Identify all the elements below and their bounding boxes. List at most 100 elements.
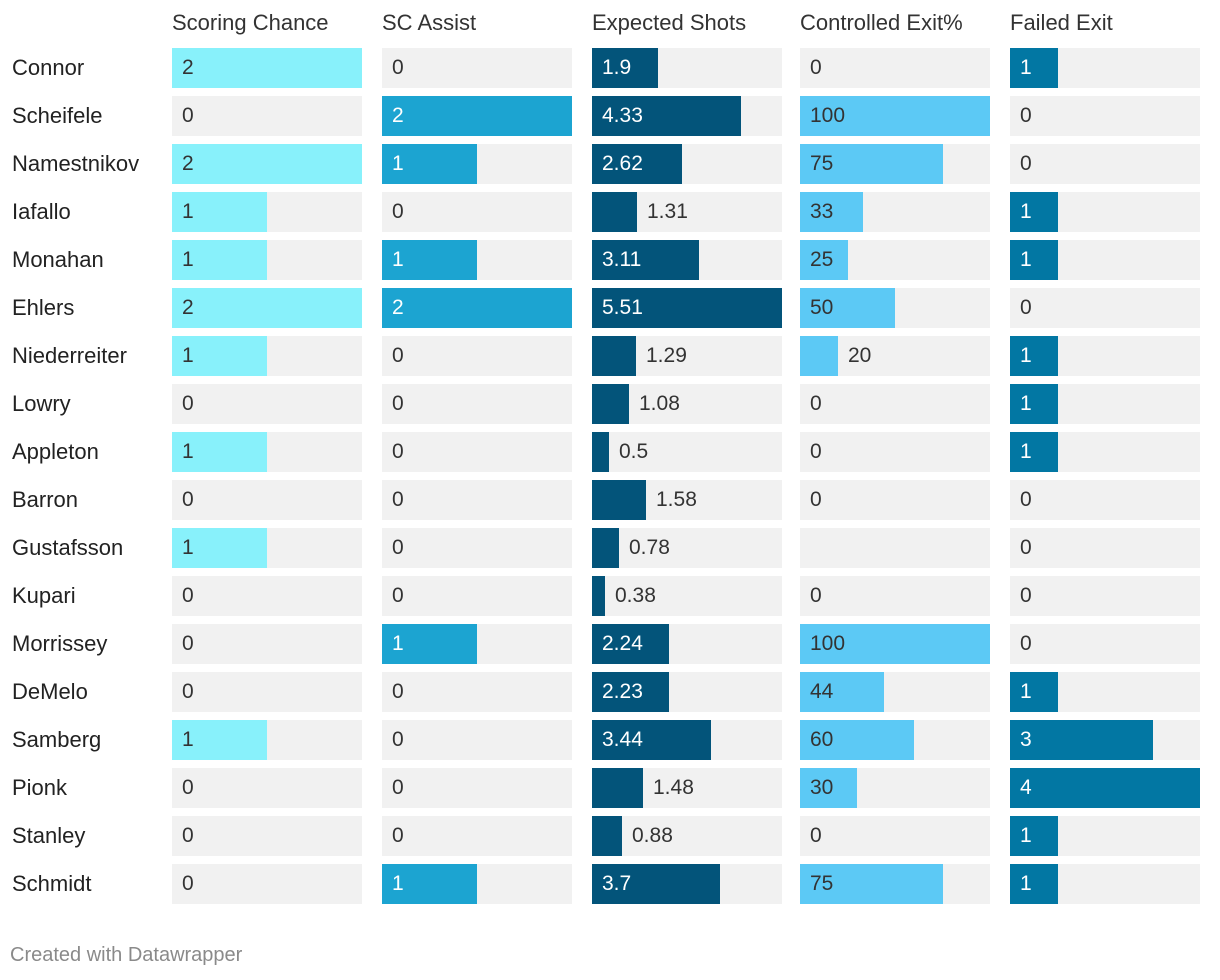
row-label: DeMelo [12, 679, 88, 704]
cell-sca: 2 [382, 288, 572, 328]
bar-table-chart: Scoring Chance SC Assist Expected Shots Con… [12, 10, 1200, 904]
cell-sca: 0 [382, 432, 572, 472]
cell-ce: 44 [800, 672, 990, 712]
cell-xs: 1.58 [592, 480, 782, 520]
cell-ce: 100 [800, 624, 990, 664]
cell-ce [800, 528, 990, 568]
column-header-sca: SC Assist [382, 10, 477, 35]
cell-fe: 3 [1010, 720, 1200, 760]
value-label-sca: 0 [392, 728, 404, 751]
cell-fe: 1 [1010, 816, 1200, 856]
bar-fe [1010, 336, 1058, 376]
value-label-fe: 0 [1020, 584, 1032, 607]
cell-ce: 75 [800, 144, 990, 184]
value-label-ce: 50 [810, 296, 834, 319]
cell-xs: 0.78 [592, 528, 782, 568]
value-label-sc: 1 [182, 344, 194, 367]
bar-sca [382, 624, 477, 664]
cell-xs: 1.29 [592, 336, 782, 376]
row-label: Iafallo [12, 199, 71, 224]
bar-ce [800, 336, 838, 376]
bar-xs [592, 432, 609, 472]
bar-xs [592, 192, 637, 232]
cell-fe: 0 [1010, 624, 1200, 664]
value-label-ce: 100 [810, 104, 846, 127]
row-label: Connor [12, 55, 85, 80]
cell-ce: 50 [800, 288, 990, 328]
cell-sca: 0 [382, 816, 572, 856]
value-label-sca: 2 [392, 296, 404, 319]
row-label: Scheifele [12, 103, 103, 128]
value-label-fe: 3 [1020, 728, 1032, 751]
bar-xs [592, 576, 605, 616]
cell-sc: 0 [172, 384, 362, 424]
value-label-fe: 0 [1020, 536, 1032, 559]
cell-sca: 0 [382, 768, 572, 808]
cell-sca: 0 [382, 192, 572, 232]
cell-sc: 1 [172, 336, 362, 376]
cell-sc: 0 [172, 480, 362, 520]
cell-xs: 0.5 [592, 432, 782, 472]
bar-fe [1010, 384, 1058, 424]
value-label-sca: 0 [392, 680, 404, 703]
value-label-ce: 44 [810, 680, 834, 703]
value-label-xs: 5.51 [602, 296, 643, 319]
bar-fe [1010, 240, 1058, 280]
value-label-ce: 75 [810, 872, 834, 895]
cell-sca: 0 [382, 336, 572, 376]
cell-ce: 0 [800, 816, 990, 856]
value-label-sca: 0 [392, 824, 404, 847]
value-label-sc: 0 [182, 392, 194, 415]
cell-xs: 1.08 [592, 384, 782, 424]
cell-fe: 0 [1010, 576, 1200, 616]
value-label-sc: 0 [182, 488, 194, 511]
cell-xs: 1.31 [592, 192, 782, 232]
value-label-ce: 25 [810, 248, 834, 271]
bar-xs [592, 240, 699, 280]
value-label-ce: 100 [810, 632, 846, 655]
cell-fe: 0 [1010, 480, 1200, 520]
row-label: Monahan [12, 247, 104, 272]
row-label: Morrissey [12, 631, 108, 656]
bar-ce [800, 144, 943, 184]
value-label-xs: 1.48 [653, 776, 694, 799]
cell-xs: 2.24 [592, 624, 782, 664]
value-label-sc: 1 [182, 200, 194, 223]
cell-xs: 5.51 [592, 288, 782, 328]
row-label: Stanley [12, 823, 86, 848]
value-label-ce: 30 [810, 776, 834, 799]
cell-sc: 0 [172, 864, 362, 904]
value-label-sc: 1 [182, 440, 194, 463]
cell-ce: 30 [800, 768, 990, 808]
cell-sc: 0 [172, 96, 362, 136]
value-label-fe: 1 [1020, 56, 1032, 79]
bar-xs [592, 528, 619, 568]
value-label-ce: 0 [810, 392, 822, 415]
value-label-sca: 0 [392, 440, 404, 463]
cell-sca: 0 [382, 672, 572, 712]
bar-xs [592, 480, 646, 520]
cell-sc: 0 [172, 576, 362, 616]
value-label-sca: 1 [392, 632, 404, 655]
value-label-fe: 1 [1020, 440, 1032, 463]
bar-sca [382, 144, 477, 184]
cell-fe: 1 [1010, 864, 1200, 904]
value-label-xs: 1.31 [647, 200, 688, 223]
column-header-ce: Controlled Exit% [800, 10, 963, 35]
row-label: Samberg [12, 727, 102, 752]
cell-sc: 0 [172, 768, 362, 808]
bar-xs [592, 672, 669, 712]
bar-xs [592, 96, 741, 136]
cell-sca: 1 [382, 624, 572, 664]
value-label-fe: 1 [1020, 824, 1032, 847]
column-header-xs: Expected Shots [592, 10, 747, 35]
cell-sc: 1 [172, 432, 362, 472]
bar-fe [1010, 48, 1058, 88]
row-label: Ehlers [12, 295, 75, 320]
row-label: Namestnikov [12, 151, 140, 176]
value-label-sca: 0 [392, 536, 404, 559]
cell-sca: 0 [382, 480, 572, 520]
value-label-sc: 1 [182, 248, 194, 271]
bar-fe [1010, 816, 1058, 856]
cell-fe: 0 [1010, 144, 1200, 184]
